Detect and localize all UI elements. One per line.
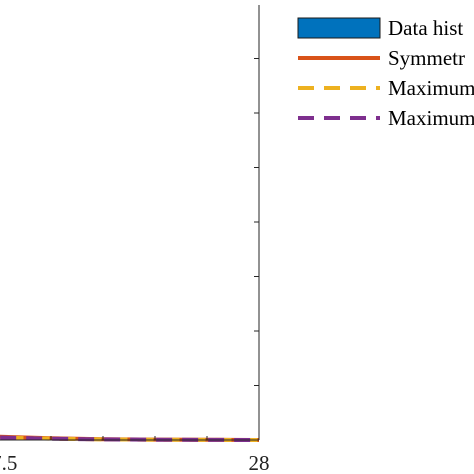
curve-2 (0, 435, 260, 442)
legend-label-3: Maximum (388, 106, 474, 130)
legend-label-1: Symmetr (388, 46, 465, 70)
plot-axes: 27.5 28 (0, 5, 270, 474)
legend-label-0: Data hist (388, 16, 463, 40)
x-tick-label-0: 27.5 (0, 451, 17, 474)
fit-curves (0, 434, 260, 442)
curve-1 (0, 434, 260, 442)
x-tick-label-1: 28 (249, 451, 270, 474)
legend: Data hist Symmetr Maximum Maximum (297, 16, 474, 130)
curve-3 (0, 435, 260, 442)
legend-label-2: Maximum (388, 76, 474, 100)
legend-swatch-0 (297, 17, 381, 39)
